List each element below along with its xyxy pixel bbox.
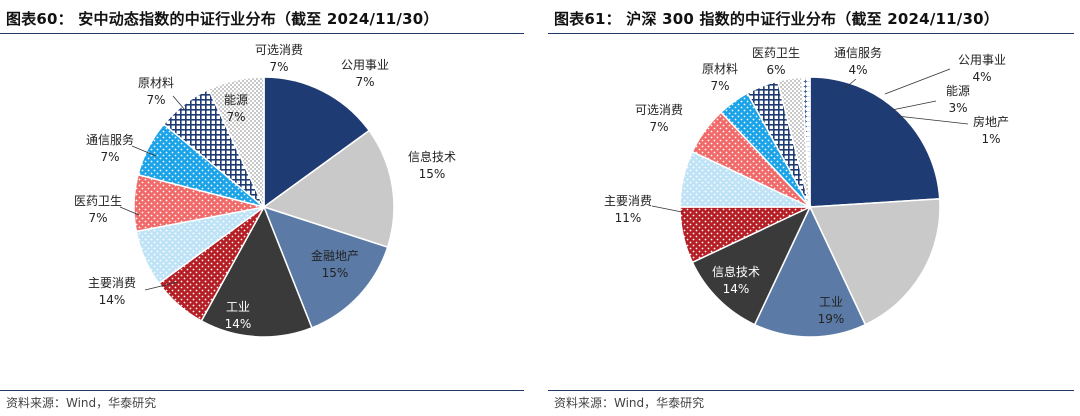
leader-line (172, 95, 186, 111)
pie-slice-real-estate (801, 76, 811, 208)
leader-line (651, 205, 683, 213)
slice-name-label: 信息技术 (712, 264, 760, 279)
slice-value-label: 7% (710, 79, 729, 93)
pie-slices (133, 76, 395, 338)
slice-name-label: 原材料 (702, 62, 738, 76)
slice-name-label: 主要消费 (604, 194, 652, 208)
slice-name-label: 公用事业 (958, 53, 1006, 67)
slice-value-label: 19% (818, 312, 845, 326)
pie-slice-utilities (207, 76, 265, 208)
title-rule (548, 33, 1074, 34)
slice-value-label: 3% (948, 101, 967, 115)
slice-name-label: 通信服务 (834, 45, 882, 60)
slice-name-label: 金融 (951, 191, 975, 206)
pie-slice-industrials (262, 205, 389, 329)
anzhong-pie-chart: 信息技术 15% 金融地产 15% 工业 14% 主要消费 14% 医药卫生 7% 通信服务 7% 原材… (74, 43, 456, 338)
leader-line (119, 206, 140, 216)
chart-panel-anzhong: 图表60： 安中动态指数的中证行业分布（截至 2024/11/30） 信息技术 1… (0, 0, 530, 416)
slice-value-label: 24% (950, 209, 977, 223)
slice-value-label: 14% (723, 282, 750, 296)
pie-labels: 金融 24% 工业 19% 信息技术 14% 主要消费 11% 可选消费 7% 原材料 7% 医药卫生 6… (604, 45, 1009, 326)
slice-value-label: 7% (226, 110, 245, 124)
source-rule (548, 390, 1074, 391)
leader-line (891, 100, 937, 111)
slice-value-label: 14% (225, 317, 252, 331)
leader-line (896, 115, 969, 125)
slice-value-label: 7% (649, 120, 668, 134)
slice-name-label: 可选消费 (255, 43, 303, 57)
source-rule (0, 390, 524, 391)
chart-title: 图表60： 安中动态指数的中证行业分布（截至 2024/11/30） (6, 10, 439, 28)
leader-line (884, 68, 951, 95)
slice-value-label: 4% (972, 70, 991, 84)
slice-name-label: 能源 (946, 84, 970, 98)
pie-labels: 信息技术 15% 金融地产 15% 工业 14% 主要消费 14% 医药卫生 7% 通信服务 7% 原材… (74, 43, 456, 331)
pie-slice-consumer-staples (200, 205, 313, 338)
csi300-pie-chart: 金融 24% 工业 19% 信息技术 14% 主要消费 11% 可选消费 7% 原材料 7% 医药卫生 6… (604, 45, 1009, 338)
slice-value-label: 7% (88, 211, 107, 225)
chart-title: 图表61： 沪深 300 指数的中证行业分布（截至 2024/11/30） (554, 10, 999, 28)
leader-line (843, 78, 857, 90)
slice-name-label: 可选消费 (635, 103, 683, 117)
slice-value-label: 7% (146, 93, 165, 107)
slice-name-label: 工业 (819, 295, 843, 309)
slice-value-label: 11% (615, 211, 642, 225)
slice-name-label: 信息技术 (408, 149, 456, 164)
slice-name-label: 原材料 (138, 76, 174, 90)
slice-value-label: 15% (419, 167, 446, 181)
slice-value-label: 7% (355, 75, 374, 89)
pie-slice-financials (809, 76, 941, 208)
slice-name-label: 房地产 (973, 114, 1009, 129)
slice-name-label: 医药卫生 (752, 46, 800, 60)
pie-slice-info-tech (263, 76, 371, 209)
pie-slice-finance-realestate (262, 129, 395, 249)
slice-value-label: 4% (848, 63, 867, 77)
leader-line (144, 281, 179, 291)
slice-name-label: 能源 (224, 93, 248, 107)
slice-value-label: 1% (981, 132, 1000, 146)
leader-line (131, 145, 157, 157)
slice-value-label: 14% (99, 293, 126, 307)
slice-name-label: 主要消费 (88, 276, 136, 290)
slice-name-label: 医药卫生 (74, 194, 122, 208)
pie-slice-info-tech (753, 205, 867, 338)
slice-value-label: 15% (322, 266, 349, 280)
chart-panel-csi300: 图表61： 沪深 300 指数的中证行业分布（截至 2024/11/30） 金融… (548, 0, 1080, 416)
slice-value-label: 6% (766, 63, 785, 77)
pie-slice-industrials (808, 198, 941, 326)
pie-slices (679, 76, 941, 338)
source-note: 资料来源：Wind，华泰研究 (6, 396, 157, 410)
slice-name-label: 工业 (226, 300, 250, 314)
slice-value-label: 7% (100, 150, 119, 164)
slice-value-label: 7% (269, 60, 288, 74)
slice-name-label: 通信服务 (86, 132, 134, 147)
slice-name-label: 公用事业 (341, 58, 389, 72)
title-rule (0, 33, 524, 34)
pie-slice-consumer-staples (691, 205, 812, 326)
slice-name-label: 金融地产 (311, 248, 359, 263)
source-note: 资料来源：Wind，华泰研究 (554, 396, 705, 410)
